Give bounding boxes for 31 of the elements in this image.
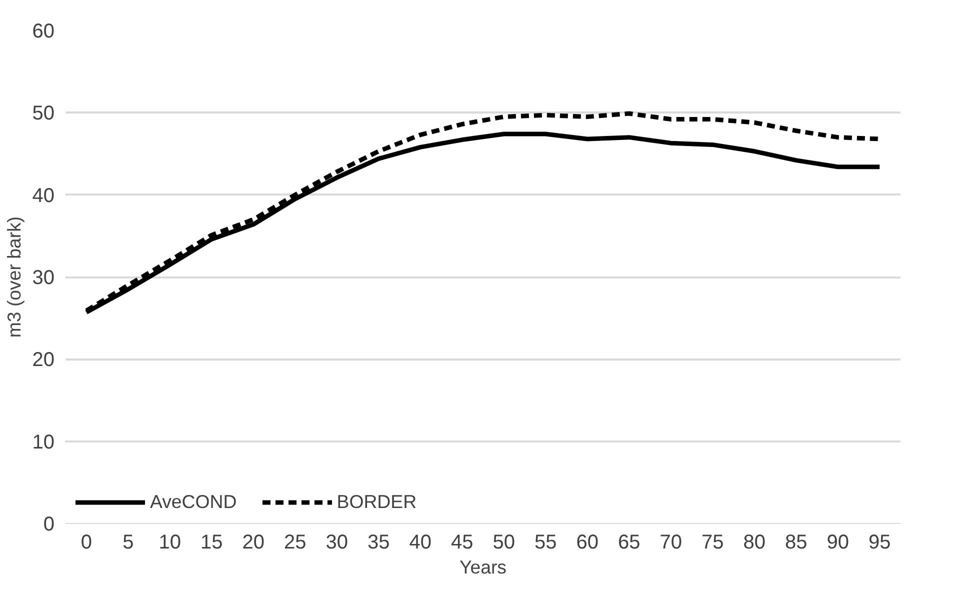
x-tick-label: 85: [785, 532, 808, 554]
x-tick-label: 25: [284, 532, 306, 554]
legend-label: BORDER: [336, 491, 417, 513]
y-tick-label: 50: [32, 102, 55, 125]
x-tick-label: 50: [492, 532, 515, 554]
y-tick-label: 20: [32, 349, 55, 372]
x-axis-title: Years: [459, 556, 507, 578]
y-tick-label: 0: [43, 514, 54, 536]
x-tick-label: 40: [409, 532, 432, 554]
x-tick-label: 75: [702, 532, 724, 554]
x-tick-label: 15: [200, 532, 223, 554]
legend-label: AveCOND: [150, 491, 237, 513]
x-tick-label: 65: [618, 532, 640, 554]
x-tick-label: 90: [826, 532, 849, 554]
y-tick-label: 10: [32, 431, 55, 454]
x-tick-label: 45: [451, 532, 474, 554]
x-tick-label: 30: [326, 532, 348, 554]
x-tick-label: 35: [368, 532, 390, 554]
x-tick-label: 20: [242, 532, 264, 554]
x-tick-label: 5: [122, 532, 134, 554]
x-tick-label: 70: [660, 532, 682, 554]
x-tick-label: 10: [158, 532, 181, 554]
y-tick-label: 30: [32, 267, 55, 289]
x-tick-label: 80: [743, 532, 766, 554]
x-tick-label: 55: [534, 532, 557, 554]
x-tick-label: 95: [868, 532, 891, 554]
y-axis-title: m3 (over bark): [3, 216, 24, 338]
x-tick-label: 0: [80, 532, 92, 554]
y-tick-label: 60: [32, 20, 55, 42]
x-tick-label: 60: [576, 532, 598, 554]
y-tick-label: 40: [32, 184, 55, 207]
